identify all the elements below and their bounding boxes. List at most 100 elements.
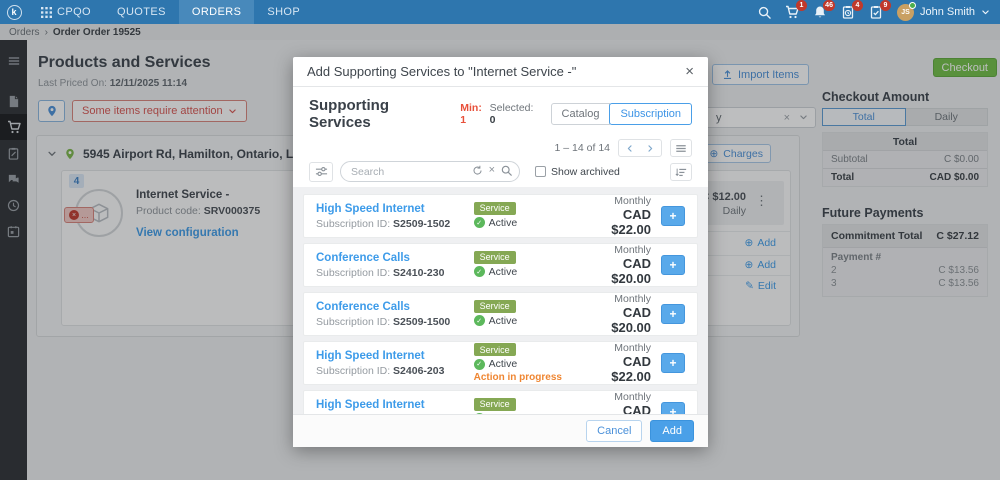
prev-page-icon[interactable] (619, 140, 640, 156)
active-check-icon: ✓ (473, 413, 485, 415)
attention-dropdown-button[interactable]: Some items require attention (72, 100, 247, 122)
future-payments-title: Future Payments (822, 206, 924, 220)
checkbox-box[interactable] (535, 166, 546, 178)
error-badge[interactable]: × … (64, 207, 94, 223)
service-item: High Speed Internet Subscription ID: S25… (303, 194, 698, 239)
modal-title: Add Supporting Services to "Internet Ser… (307, 64, 577, 80)
subscription-id: Subscription ID: S2509-1500 (316, 315, 451, 328)
service-price: CAD $20.00 (611, 305, 651, 336)
sidebar-item-cart[interactable] (0, 114, 27, 140)
amount-tabs: Total Daily (822, 108, 988, 126)
nav-item-orders[interactable]: ORDERS (178, 0, 255, 24)
nav-item-shop[interactable]: SHOP (267, 6, 301, 18)
add-button[interactable]: Add (650, 420, 694, 443)
app-switcher[interactable]: CPQO (28, 0, 104, 24)
section-title: Supporting Services (309, 97, 389, 132)
service-name-link[interactable]: Conference Calls (316, 300, 410, 313)
checkout-button[interactable]: Checkout (932, 58, 997, 77)
filter-select-value: y (716, 111, 722, 124)
add-service-button[interactable]: + (661, 206, 685, 227)
status: ✓Active (473, 315, 517, 327)
next-page-icon[interactable] (640, 140, 661, 156)
checkbox-label: Show archived (551, 165, 620, 178)
add-service-button[interactable]: + (661, 304, 685, 325)
sliders-icon (315, 165, 328, 178)
kebab-menu-icon[interactable]: ⋮ (755, 193, 768, 208)
clear-search-icon[interactable]: × (488, 164, 495, 177)
service-type-badge: Service (473, 250, 516, 264)
brand-logo[interactable]: k (0, 0, 28, 24)
charges-button[interactable]: ⊕ Charges (701, 144, 771, 163)
add-service-button[interactable]: + (661, 353, 685, 374)
sort-icon (675, 166, 687, 178)
service-item: High Speed Internet Subscription ID: S24… (303, 390, 698, 415)
search-input[interactable] (340, 161, 520, 183)
add-charge-link-1[interactable]: ⊕ Add (744, 237, 777, 249)
active-check-icon: ✓ (473, 266, 485, 278)
view-configuration-link[interactable]: View configuration (136, 227, 239, 239)
breadcrumb-root[interactable]: Orders (9, 26, 40, 38)
search-icon[interactable] (757, 5, 772, 20)
cancel-button[interactable]: Cancel (586, 420, 643, 443)
list-icon (675, 143, 687, 154)
tab-total[interactable]: Total (822, 108, 906, 126)
sort-button[interactable] (670, 162, 692, 181)
app-name: CPQO (57, 6, 91, 18)
service-name-link[interactable]: High Speed Internet (316, 202, 425, 215)
pager (618, 139, 662, 158)
status: ✓Active (473, 266, 517, 278)
circle-plus-icon: ⊕ (744, 237, 754, 249)
circle-plus-icon: ⊕ (709, 147, 719, 160)
breadcrumb: Orders › Order Order 19525 (0, 24, 1000, 40)
tab-subscription[interactable]: Subscription (609, 103, 693, 126)
service-name-link[interactable]: Conference Calls (316, 251, 410, 264)
clear-icon[interactable]: × (783, 111, 790, 124)
user-menu[interactable]: JS John Smith (896, 1, 990, 21)
add-supporting-services-modal: Add Supporting Services to "Internet Ser… (293, 57, 708, 447)
error-ellipsis: … (81, 210, 89, 220)
cart-icon[interactable]: 1 (785, 0, 807, 20)
nav-right: 1 46 4 9 JS John Smith (757, 0, 1000, 24)
breadcrumb-current: Order Order 19525 (52, 26, 141, 38)
notifications-badge: 46 (823, 0, 835, 11)
service-price: CAD $22.00 (611, 354, 651, 385)
billing-period: Monthly (614, 342, 651, 355)
add-service-button[interactable]: + (661, 402, 685, 415)
tab-daily[interactable]: Daily (905, 108, 988, 126)
approvals-badge: 9 (879, 0, 891, 11)
status: ✓Active (473, 358, 517, 370)
modal-footer: Cancel Add (293, 414, 708, 447)
active-check-icon: ✓ (473, 358, 485, 370)
tab-catalog[interactable]: Catalog (550, 103, 611, 126)
refresh-icon[interactable] (472, 165, 483, 176)
filter-button[interactable] (309, 161, 333, 182)
location-filter-button[interactable] (38, 100, 65, 122)
tasks-clipboard-icon[interactable]: 4 (841, 0, 863, 20)
search-icon[interactable] (501, 165, 512, 176)
billing-period: Monthly (614, 195, 651, 208)
close-icon[interactable]: × (685, 63, 694, 81)
page-title: Products and Services (38, 54, 211, 71)
nav-item-quotes[interactable]: QUOTES (117, 6, 166, 18)
avatar: JS (896, 1, 916, 21)
service-name-link[interactable]: High Speed Internet (316, 398, 425, 411)
service-type-badge: Service (473, 201, 516, 215)
payment-number-header: Payment # (831, 252, 882, 263)
chevron-down-icon (981, 8, 990, 17)
approvals-clipboard-icon[interactable]: 9 (869, 0, 891, 20)
online-status-icon (908, 1, 916, 9)
service-name-link[interactable]: High Speed Internet (316, 349, 425, 362)
show-archived-checkbox[interactable]: Show archived (535, 166, 620, 178)
list-view-button[interactable] (670, 139, 692, 158)
import-items-button[interactable]: Import Items (712, 64, 810, 85)
service-item: Conference Calls Subscription ID: S2410-… (303, 243, 698, 288)
search-box: × (340, 161, 520, 183)
user-name: John Smith (919, 6, 975, 18)
add-service-button[interactable]: + (661, 255, 685, 276)
add-charge-link-2[interactable]: ⊕ Add (744, 259, 777, 271)
edit-link[interactable]: ✎ Edit (745, 280, 776, 292)
error-x-icon: × (69, 210, 79, 220)
notifications-bell-icon[interactable]: 46 (813, 0, 835, 20)
grid-icon (41, 7, 52, 18)
